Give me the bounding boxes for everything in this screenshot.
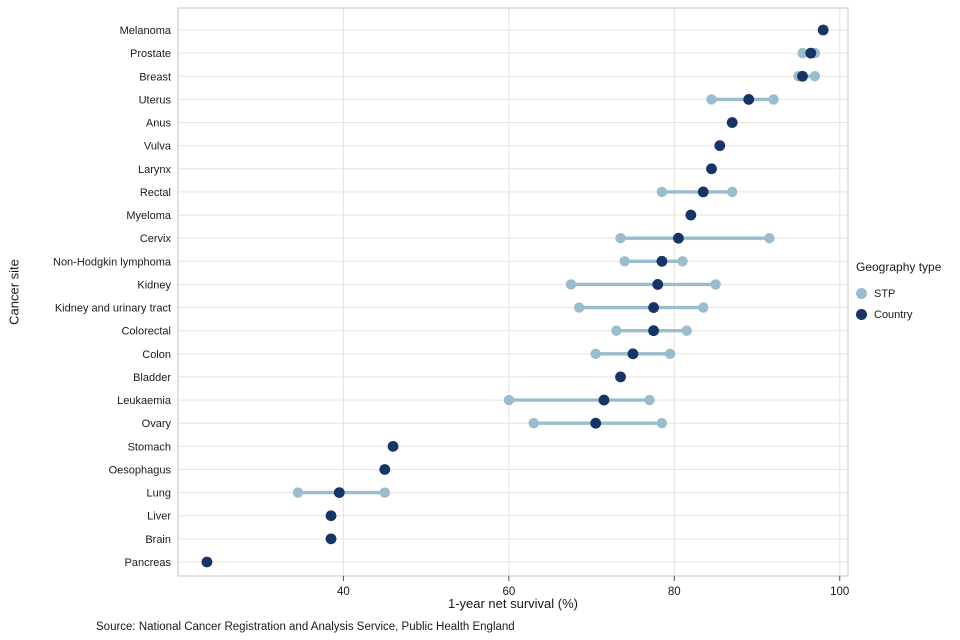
- category-label: Cervix: [140, 233, 172, 245]
- country-dot: [673, 232, 684, 244]
- stp-high-dot: [379, 487, 390, 498]
- category-label: Rectal: [140, 187, 171, 199]
- country-dot: [697, 186, 709, 198]
- category-label: Prostate: [130, 48, 171, 60]
- country-dot: [627, 348, 639, 360]
- stp-high-dot: [726, 186, 738, 198]
- stp-low-dot: [528, 418, 539, 429]
- category-label: Vulva: [144, 141, 172, 153]
- stp-high-dot: [809, 71, 821, 82]
- category-label: Brain: [145, 534, 171, 546]
- legend-items: STP Country: [856, 283, 958, 325]
- stp-low-dot: [611, 325, 622, 336]
- country-dot: [201, 556, 213, 568]
- category-label: Non-Hodgkin lymphoma: [53, 256, 172, 268]
- category-label: Bladder: [133, 372, 171, 384]
- country-dot: [615, 371, 626, 383]
- stp-low-dot: [656, 186, 668, 198]
- stp-low-dot: [292, 487, 304, 498]
- x-axis-title: 1-year net survival (%): [447, 596, 579, 611]
- country-dot: [685, 209, 697, 221]
- panel-border: [177, 7, 849, 577]
- category-label: Larynx: [138, 164, 172, 176]
- legend-key-dot: [856, 288, 867, 299]
- stp-high-dot: [644, 394, 655, 406]
- country-dot: [379, 464, 391, 475]
- category-label: Ovary: [142, 418, 172, 430]
- category-label: Myeloma: [126, 210, 172, 222]
- country-dot: [648, 325, 660, 337]
- stp-high-dot: [677, 256, 688, 267]
- stp-high-dot: [656, 418, 668, 429]
- x-tick-label: 100: [830, 586, 849, 598]
- stp-high-dot: [698, 302, 709, 313]
- country-dot: [726, 117, 738, 128]
- category-label: Colon: [142, 349, 171, 361]
- category-label: Pancreas: [125, 557, 172, 569]
- country-dot: [805, 47, 817, 59]
- country-dot: [325, 510, 337, 522]
- country-dot: [590, 417, 602, 429]
- stp-high-dot: [681, 325, 692, 336]
- stp-low-dot: [573, 302, 585, 313]
- category-label: Liver: [147, 511, 171, 523]
- stp-high-dot: [664, 348, 676, 360]
- category-label: Melanoma: [120, 25, 172, 37]
- legend-key-dot: [856, 309, 867, 320]
- country-dot: [706, 163, 717, 175]
- stp-high-dot: [768, 94, 779, 105]
- country-dot: [714, 140, 726, 152]
- category-label: Leukaemia: [117, 395, 172, 407]
- x-tick-label: 80: [668, 586, 681, 598]
- country-dot: [817, 24, 829, 36]
- category-label: Uterus: [139, 94, 172, 106]
- country-dot: [325, 533, 337, 545]
- stp-low-dot: [619, 256, 630, 267]
- x-tick-label: 60: [502, 586, 515, 598]
- stp-low-dot: [706, 94, 717, 105]
- country-dot: [656, 255, 668, 267]
- category-label: Lung: [147, 488, 171, 500]
- category-label: Kidney and urinary tract: [55, 303, 171, 315]
- country-dot: [652, 279, 664, 290]
- stp-high-dot: [764, 232, 775, 244]
- country-dot: [743, 93, 755, 105]
- stp-high-dot: [710, 279, 721, 290]
- category-label: Colorectal: [121, 326, 171, 338]
- country-dot: [333, 487, 345, 498]
- category-label: Anus: [146, 118, 172, 130]
- category-label: Breast: [139, 71, 171, 83]
- stp-low-dot: [615, 232, 626, 244]
- category-label: Stomach: [128, 441, 171, 453]
- legend-item-country: Country: [856, 304, 958, 325]
- source-text: Source: National Cancer Registration and…: [96, 621, 515, 633]
- legend-label: STP: [874, 287, 896, 300]
- country-dot: [598, 394, 610, 406]
- legend-label: Country: [874, 308, 913, 321]
- category-label: Kidney: [137, 279, 171, 291]
- legend-title: Geography type: [856, 260, 942, 274]
- legend-item-stp: STP: [856, 283, 958, 304]
- stp-low-dot: [590, 348, 601, 360]
- country-dot: [387, 440, 399, 452]
- stp-low-dot: [797, 47, 808, 59]
- x-tick-label: 40: [337, 586, 350, 598]
- legend: Geography type STP Country: [856, 260, 958, 325]
- country-dot: [797, 70, 808, 82]
- category-label: Oesophagus: [109, 464, 172, 476]
- stp-low-dot: [503, 394, 515, 406]
- stp-low-dot: [565, 279, 577, 290]
- country-dot: [648, 302, 660, 313]
